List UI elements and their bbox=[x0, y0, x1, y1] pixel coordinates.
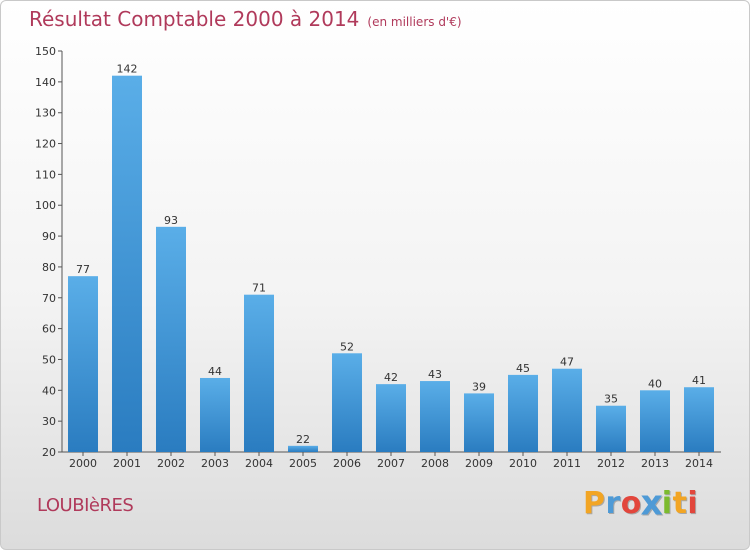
data-label-2011: 47 bbox=[560, 356, 574, 369]
y-tick-label: 130 bbox=[35, 107, 56, 120]
commune-name: LOUBIèRES bbox=[37, 495, 134, 516]
logo-letter: i bbox=[687, 486, 699, 521]
x-tick-label: 2010 bbox=[509, 457, 537, 470]
bar-2004 bbox=[244, 294, 274, 452]
y-tick-label: 50 bbox=[42, 353, 56, 366]
data-label-2009: 39 bbox=[472, 380, 486, 393]
y-tick-label: 90 bbox=[42, 230, 56, 243]
y-tick-label: 100 bbox=[35, 199, 56, 212]
data-labels: 77 142 93 44 71 22 52 42 43 39 45 47 35 40 41 bbox=[76, 63, 706, 446]
chart-title: Résultat Comptable 2000 à 2014 (en millie… bbox=[29, 7, 462, 31]
bars bbox=[68, 75, 714, 452]
x-tick-label: 2008 bbox=[421, 457, 449, 470]
y-axis: 20 30 40 50 60 70 80 90 100 110 120 130 140 150 bbox=[35, 45, 63, 459]
x-tick-label: 2013 bbox=[641, 457, 669, 470]
data-label-2012: 35 bbox=[604, 393, 618, 406]
x-tick-label: 2006 bbox=[333, 457, 361, 470]
bar-2008 bbox=[420, 381, 450, 452]
y-tick-label: 60 bbox=[42, 323, 56, 336]
x-tick-label: 2004 bbox=[245, 457, 273, 470]
bar-2009 bbox=[464, 393, 494, 452]
x-tick-label: 2009 bbox=[465, 457, 493, 470]
data-label-2014: 41 bbox=[692, 374, 706, 387]
y-tick-label: 120 bbox=[35, 138, 56, 151]
bar-2014 bbox=[684, 387, 714, 452]
bar-2010 bbox=[508, 374, 538, 452]
x-tick-label: 2001 bbox=[113, 457, 141, 470]
x-tick-label: 2014 bbox=[685, 457, 713, 470]
bar-2013 bbox=[640, 390, 670, 452]
bar-2006 bbox=[332, 353, 362, 452]
data-label-2005: 22 bbox=[296, 433, 310, 446]
data-label-2008: 43 bbox=[428, 368, 442, 381]
y-tick-label: 40 bbox=[42, 384, 56, 397]
proxiti-logo: Proxiti bbox=[583, 483, 699, 524]
x-tick-label: 2007 bbox=[377, 457, 405, 470]
x-tick-label: 2003 bbox=[201, 457, 229, 470]
bar-2003 bbox=[200, 377, 230, 452]
data-label-2007: 42 bbox=[384, 371, 398, 384]
y-tick-label: 80 bbox=[42, 261, 56, 274]
data-label-2002: 93 bbox=[164, 214, 178, 227]
y-tick-label: 110 bbox=[35, 168, 56, 181]
data-label-2000: 77 bbox=[76, 263, 90, 276]
data-label-2006: 52 bbox=[340, 340, 354, 353]
data-label-2001: 142 bbox=[117, 63, 138, 76]
x-axis: 2000 2001 2002 2003 2004 2005 2006 2007 2008 2009… bbox=[62, 451, 721, 470]
logo-letter: i bbox=[661, 486, 673, 521]
bar-2007 bbox=[376, 384, 406, 452]
y-tick-label: 70 bbox=[42, 292, 56, 305]
chart-title-main: Résultat Comptable 2000 à 2014 bbox=[29, 7, 360, 31]
x-tick-label: 2012 bbox=[597, 457, 625, 470]
logo-letter: o bbox=[620, 486, 642, 521]
bar-2005 bbox=[288, 445, 318, 452]
x-tick-label: 2005 bbox=[289, 457, 317, 470]
data-label-2010: 45 bbox=[516, 362, 530, 375]
logo-letter: x bbox=[640, 483, 664, 524]
y-tick-label: 30 bbox=[42, 415, 56, 428]
data-label-2013: 40 bbox=[648, 377, 662, 390]
bar-2002 bbox=[156, 226, 186, 452]
data-label-2003: 44 bbox=[208, 365, 222, 378]
bar-2000 bbox=[68, 276, 98, 452]
bar-2001 bbox=[112, 75, 142, 452]
y-tick-label: 140 bbox=[35, 76, 56, 89]
x-tick-label: 2011 bbox=[553, 457, 581, 470]
bar-2012 bbox=[596, 405, 626, 452]
y-tick-label: 150 bbox=[35, 45, 56, 58]
bar-2011 bbox=[552, 368, 582, 452]
logo-letter: t bbox=[672, 486, 688, 521]
chart-title-unit: (en milliers d'€) bbox=[367, 15, 462, 29]
logo-letter: P bbox=[583, 486, 606, 521]
data-label-2004: 71 bbox=[252, 282, 266, 295]
x-tick-label: 2002 bbox=[157, 457, 185, 470]
y-tick-label: 20 bbox=[42, 446, 56, 459]
x-tick-label: 2000 bbox=[69, 457, 97, 470]
logo-letter: r bbox=[605, 486, 621, 521]
